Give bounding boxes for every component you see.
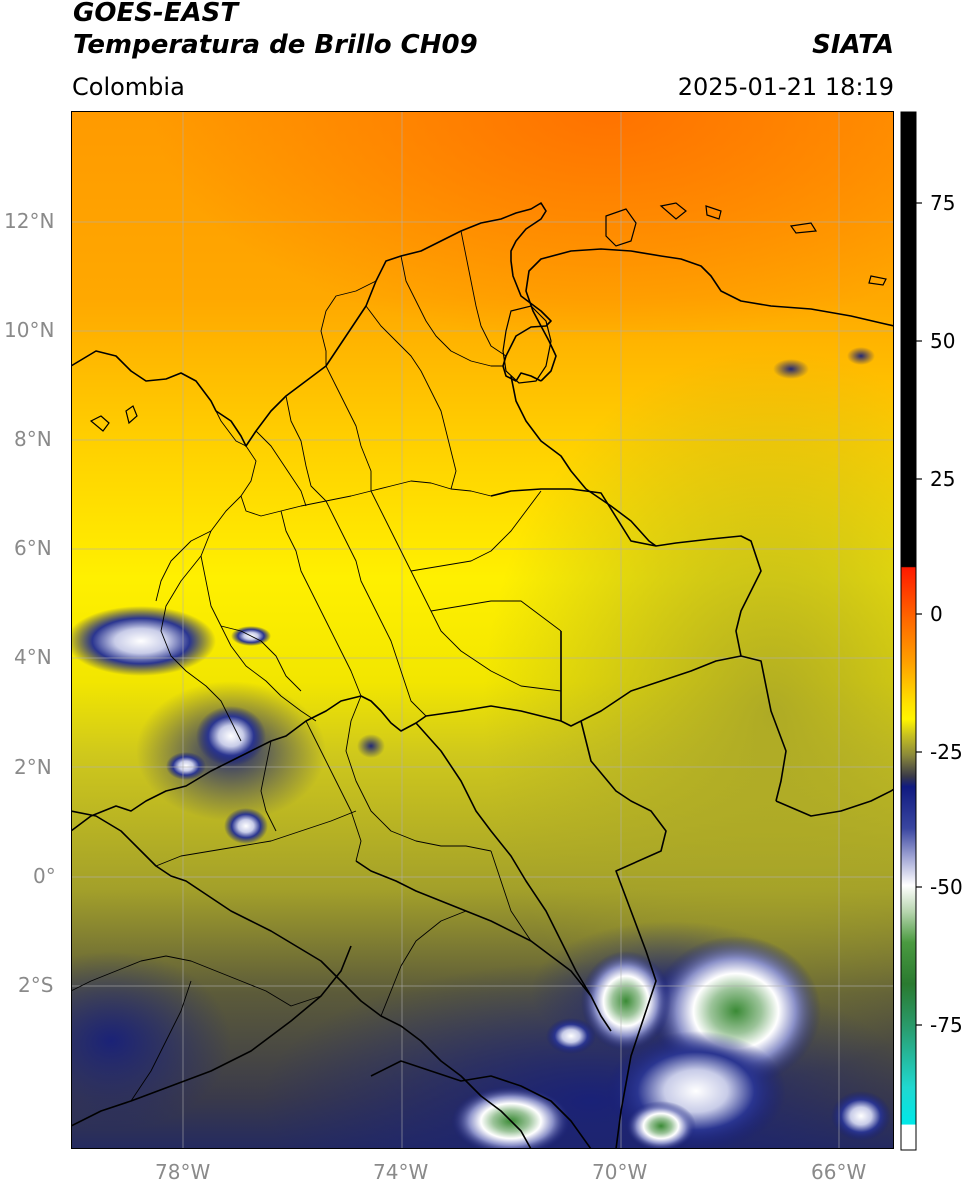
colorbar-tick-label: 50 (930, 329, 956, 353)
product-title: Temperatura de Brillo CH09 (73, 30, 478, 60)
lon-label: 66°W (811, 1160, 867, 1184)
department-borders (71, 230, 562, 1102)
lat-label: 12°N (4, 209, 55, 233)
lon-label: 70°W (592, 1160, 648, 1184)
satellite-title: GOES-EAST (73, 0, 239, 28)
lat-label: 4°N (14, 645, 52, 669)
colorbar-tick-label: -50 (930, 875, 963, 899)
lon-label: 74°W (373, 1160, 429, 1184)
colorbar-tick-label: 0 (930, 602, 943, 626)
lat-label: 10°N (4, 318, 55, 342)
region-label: Colombia (72, 73, 185, 101)
colorbar-tick-label: -75 (930, 1013, 963, 1037)
colorbar-tick-label: -25 (930, 740, 963, 764)
colorbar (900, 111, 922, 1151)
colorbar-tick-label: 75 (930, 191, 956, 215)
lat-label: 6°N (14, 536, 52, 560)
lon-label: 78°W (155, 1160, 211, 1184)
satellite-map[interactable] (71, 111, 894, 1149)
colorbar-tick-label: 25 (930, 467, 956, 491)
datetime-label: 2025-01-21 18:19 (677, 73, 894, 101)
lat-label: 2°N (14, 755, 52, 779)
lat-label: 2°S (18, 973, 54, 997)
lat-label: 0° (33, 864, 56, 888)
lat-label: 8°N (14, 427, 52, 451)
org-title: SIATA (812, 30, 894, 60)
coastlines-islands (89, 202, 887, 432)
